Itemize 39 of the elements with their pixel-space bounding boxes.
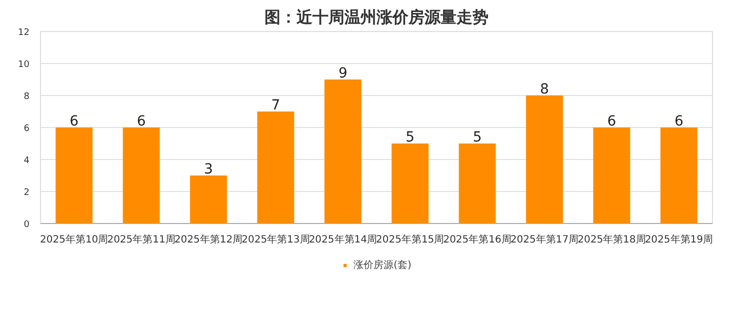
bar [122, 128, 160, 224]
y-tick-label: 2 [24, 188, 30, 198]
x-tick-label: 2025年第12周 [174, 234, 243, 246]
bar [324, 80, 362, 224]
bar [257, 112, 294, 224]
x-tick-label: 2025年第17周 [510, 234, 579, 246]
data-label: 8 [540, 82, 549, 98]
x-tick-label: 2025年第14周 [308, 234, 377, 246]
data-label: 6 [136, 114, 146, 130]
y-tick-label: 10 [18, 60, 30, 70]
legend-label: 涨价房源(套) [354, 258, 412, 272]
x-tick-label: 2025年第13周 [242, 234, 310, 246]
bar [190, 176, 227, 224]
bar [660, 128, 698, 224]
data-label: 9 [338, 66, 348, 82]
bar [593, 128, 630, 224]
data-label: 5 [472, 130, 482, 146]
y-tick-label: 8 [24, 92, 30, 102]
chart-title: 图：近十周温州涨价房源量走势 [264, 8, 488, 26]
x-tick-label: 2025年第18周 [578, 234, 646, 246]
x-tick-label: 2025年第19周 [644, 234, 713, 246]
data-label: 6 [70, 114, 79, 130]
bar [526, 96, 563, 224]
bar [56, 128, 93, 224]
y-tick-label: 6 [24, 124, 30, 134]
data-label: 5 [406, 130, 415, 146]
bar [458, 144, 496, 224]
data-label: 6 [607, 114, 616, 130]
x-tick-label: 2025年第15周 [376, 234, 444, 246]
y-tick-label: 0 [24, 220, 30, 230]
x-tick-label: 2025年第11周 [107, 234, 176, 246]
y-tick-label: 4 [24, 156, 30, 166]
bar [392, 144, 429, 224]
y-tick-label: 12 [18, 28, 30, 38]
x-tick-label: 2025年第16周 [443, 234, 512, 246]
data-label: 7 [271, 98, 280, 114]
data-label: 3 [204, 162, 213, 178]
x-tick-label: 2025年第10周 [40, 234, 108, 246]
data-label: 6 [674, 114, 684, 130]
